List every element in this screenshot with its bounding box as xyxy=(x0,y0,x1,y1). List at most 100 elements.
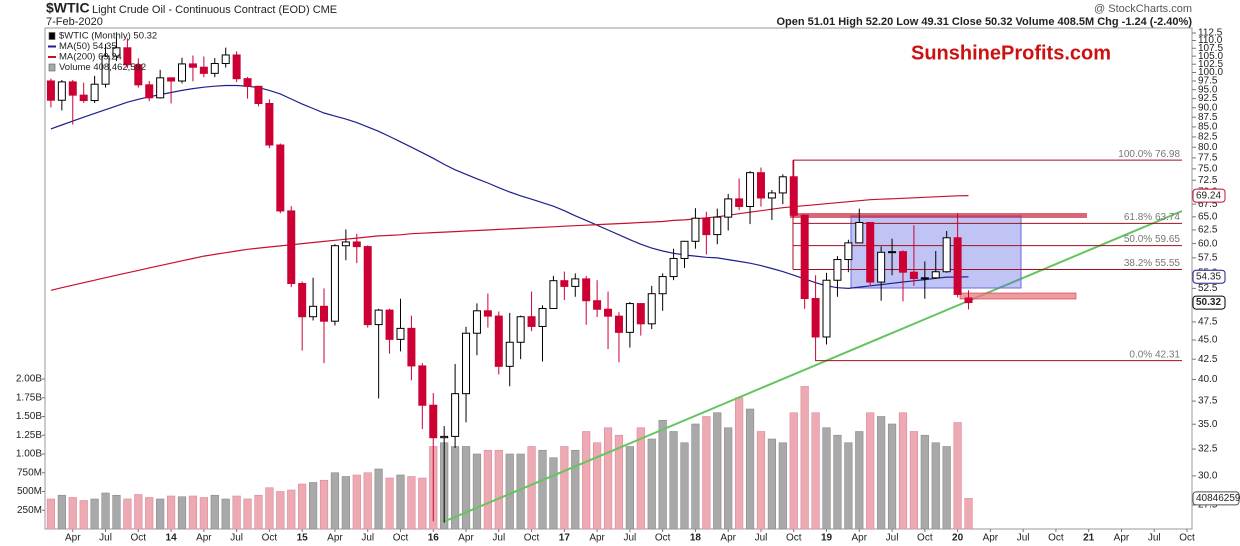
last-value-label: 50.32 xyxy=(1196,297,1221,308)
y2-tick-label: 250M xyxy=(17,505,42,516)
x-tick-label: 21 xyxy=(1083,533,1095,544)
volume-bar xyxy=(265,487,274,530)
candle-body xyxy=(800,214,809,300)
watermark: SunshineProfits.com xyxy=(911,42,1111,64)
volume-bar xyxy=(166,495,176,530)
candle-body xyxy=(243,78,252,87)
volume-bar xyxy=(549,457,558,530)
x-tick-label: Apr xyxy=(196,533,212,544)
y-tick-label: 105.0 xyxy=(1198,51,1223,62)
candle-body xyxy=(330,245,339,322)
volume-bar xyxy=(942,446,951,530)
volume-bar xyxy=(123,498,132,530)
volume-bar xyxy=(396,474,405,530)
volume-bar xyxy=(745,408,755,530)
candle-body xyxy=(942,237,951,273)
volume-bar xyxy=(778,442,787,530)
candle-body xyxy=(516,316,525,343)
candle-body xyxy=(811,298,820,338)
candle-body xyxy=(625,303,634,333)
volume-bar xyxy=(298,483,307,530)
candle-body xyxy=(778,176,787,194)
fib-label: 0.0% 42.31 xyxy=(1129,349,1180,360)
x-tick-label: 17 xyxy=(559,533,571,544)
candle-body xyxy=(680,240,689,259)
volume-bar xyxy=(232,495,241,530)
x-tick-label: Oct xyxy=(131,533,147,544)
y-tick-label: 42.5 xyxy=(1198,354,1218,365)
x-tick-label: 14 xyxy=(166,533,178,544)
candle-body xyxy=(472,310,481,334)
candle-body xyxy=(112,47,121,57)
x-tick-label: Oct xyxy=(393,533,409,544)
volume-bar xyxy=(188,495,198,530)
y-tick-label: 45.0 xyxy=(1198,335,1218,346)
y2-tick-label: 750M xyxy=(17,467,42,478)
x-tick-label: Jul xyxy=(1017,533,1030,544)
y2-tick-label: 1.25B xyxy=(16,430,42,441)
candle-body xyxy=(604,308,613,317)
y-tick-label: 72.5 xyxy=(1198,175,1218,186)
volume-bar xyxy=(647,438,656,530)
volume-bar xyxy=(866,412,875,530)
y2-tick-label: 1.00B xyxy=(16,449,42,460)
x-tick-label: Oct xyxy=(1048,533,1064,544)
candle-body xyxy=(145,84,154,99)
candle-body xyxy=(538,307,547,327)
candle-body xyxy=(909,271,918,279)
volume-bar xyxy=(877,416,886,530)
y2-tick-label: 500M xyxy=(17,486,42,497)
y-tick-label: 77.5 xyxy=(1198,153,1218,164)
last-value-box xyxy=(1192,491,1240,506)
volume-bar xyxy=(494,449,503,530)
candle-body xyxy=(636,303,645,325)
volume-bar xyxy=(964,498,973,530)
candle-body xyxy=(57,81,66,101)
volume-bar xyxy=(822,427,831,530)
y-tick-label: 40.0 xyxy=(1198,374,1218,385)
x-tick-label: Jul xyxy=(623,533,636,544)
x-tick-label: Apr xyxy=(1114,533,1130,544)
candle-body xyxy=(265,102,274,146)
candle-body xyxy=(363,246,372,326)
candle-body xyxy=(756,172,765,199)
y-tick-label: 112.5 xyxy=(1198,28,1223,39)
volume-bar xyxy=(658,419,667,530)
candle-body xyxy=(374,309,383,326)
x-tick-label: 15 xyxy=(297,533,309,544)
x-tick-label: 16 xyxy=(428,533,440,544)
candle-body xyxy=(702,217,711,236)
volume-bar xyxy=(472,453,482,530)
volume-bar xyxy=(341,476,350,530)
volume-bar xyxy=(887,423,897,530)
last-value-box xyxy=(1192,269,1226,284)
x-tick-label: Jul xyxy=(755,533,768,544)
legend-label: $WTIC (Monthly) 50.32 xyxy=(59,31,157,42)
x-tick-label: Apr xyxy=(458,533,474,544)
volume-bar xyxy=(953,422,962,530)
candle-body xyxy=(232,54,241,80)
y2-tick-label: 2.00B xyxy=(16,374,42,385)
candle-body xyxy=(385,309,394,340)
y-tick-label: 37.5 xyxy=(1198,396,1218,407)
resistance-band xyxy=(790,213,1087,218)
source: @ StockCharts.com xyxy=(1094,3,1192,15)
volume-bar xyxy=(112,494,121,530)
candle-body xyxy=(407,327,416,367)
candle-body xyxy=(746,172,755,207)
y-tick-label: 57.5 xyxy=(1198,253,1218,264)
x-tick-label: Oct xyxy=(262,533,278,544)
volume-bar xyxy=(407,476,416,530)
y-tick-label: 107.5 xyxy=(1198,43,1223,54)
legend-label: Volume 408,462,592 xyxy=(59,62,146,73)
quote-line: Open 51.01 High 52.20 Low 49.31 Close 50… xyxy=(776,16,1192,28)
x-tick-label: Jul xyxy=(99,533,112,544)
volume-bar xyxy=(145,497,154,530)
candle-body xyxy=(101,55,110,85)
volume-bar xyxy=(844,442,853,530)
volume-bar xyxy=(352,474,361,530)
volume-bar xyxy=(527,446,536,530)
volume-bar xyxy=(735,397,744,530)
y2-tick-label: 1.50B xyxy=(16,411,42,422)
